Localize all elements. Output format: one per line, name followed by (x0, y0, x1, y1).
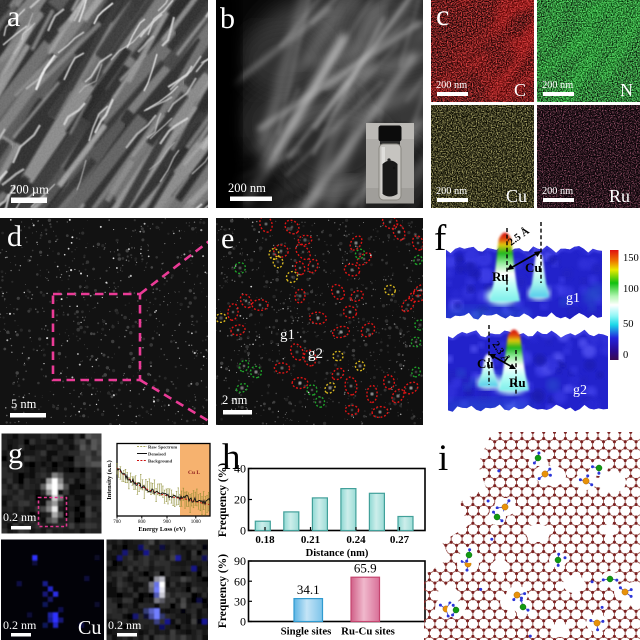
svg-text:200 nm: 200 nm (542, 80, 573, 91)
svg-text:d: d (7, 220, 22, 253)
svg-text:50: 50 (623, 319, 634, 330)
svg-text:Denoised: Denoised (148, 452, 166, 457)
svg-text:0.2 nm: 0.2 nm (108, 618, 142, 632)
svg-text:Raw Spectrum: Raw Spectrum (148, 445, 177, 450)
svg-text:65.9: 65.9 (354, 561, 377, 576)
svg-text:90: 90 (234, 554, 246, 568)
svg-text:200 nm: 200 nm (436, 186, 467, 197)
svg-text:Cu: Cu (477, 356, 494, 371)
svg-text:Distance (nm): Distance (nm) (306, 548, 369, 559)
svg-text:Single sites: Single sites (281, 626, 332, 638)
svg-text:0.24: 0.24 (346, 534, 366, 546)
svg-text:c: c (436, 0, 449, 32)
svg-text:5 nm: 5 nm (11, 397, 37, 411)
svg-text:e: e (221, 222, 234, 255)
svg-text:N: N (620, 80, 633, 100)
svg-text:0.21: 0.21 (301, 534, 320, 546)
svg-text:g2: g2 (308, 346, 323, 362)
svg-text:0: 0 (240, 615, 246, 629)
svg-text:Cu: Cu (525, 260, 542, 275)
svg-text:Ru: Ru (509, 375, 526, 390)
svg-text:30: 30 (234, 595, 246, 609)
svg-text:Ru: Ru (609, 186, 630, 206)
svg-text:Ru: Ru (492, 269, 509, 284)
svg-text:C: C (514, 80, 526, 100)
svg-text:2 nm: 2 nm (222, 393, 248, 407)
svg-text:100: 100 (623, 284, 639, 295)
svg-text:Background: Background (148, 459, 173, 464)
svg-text:Intensity (a.u.): Intensity (a.u.) (106, 460, 113, 499)
svg-text:200 nm: 200 nm (542, 186, 573, 197)
svg-text:700: 700 (113, 520, 121, 525)
svg-text:0.27: 0.27 (390, 534, 410, 546)
svg-text:200 µm: 200 µm (10, 183, 49, 197)
svg-text:Frequency (%): Frequency (%) (217, 554, 229, 628)
svg-text:h: h (222, 437, 241, 478)
svg-text:200 nm: 200 nm (436, 80, 467, 91)
svg-text:200 nm: 200 nm (228, 181, 266, 195)
svg-text:Energy Loss (eV): Energy Loss (eV) (138, 526, 185, 533)
svg-text:0: 0 (240, 524, 246, 538)
svg-text:Ru-Cu sites: Ru-Cu sites (341, 626, 395, 638)
svg-text:34.1: 34.1 (297, 582, 320, 597)
svg-text:0.2 nm: 0.2 nm (3, 618, 37, 632)
svg-text:60: 60 (234, 574, 246, 588)
svg-text:150: 150 (623, 253, 639, 264)
svg-text:f: f (434, 218, 447, 259)
svg-text:Cu: Cu (78, 617, 101, 639)
svg-text:g2: g2 (573, 383, 587, 398)
svg-text:a: a (7, 0, 20, 33)
svg-text:20: 20 (234, 493, 246, 507)
svg-text:1000: 1000 (191, 520, 202, 525)
svg-text:g1: g1 (566, 291, 580, 306)
svg-text:g: g (8, 437, 23, 470)
svg-text:0.18: 0.18 (255, 534, 275, 546)
svg-text:0: 0 (623, 350, 628, 361)
svg-text:Frequency (%): Frequency (%) (217, 463, 229, 537)
svg-text:Cu L: Cu L (188, 470, 200, 476)
svg-text:b: b (220, 2, 235, 35)
svg-text:Cu: Cu (506, 186, 527, 206)
svg-text:g1: g1 (280, 327, 295, 343)
svg-text:900: 900 (163, 520, 171, 525)
svg-text:0.2 nm: 0.2 nm (3, 510, 37, 524)
svg-text:40: 40 (234, 462, 246, 476)
svg-text:800: 800 (138, 520, 146, 525)
